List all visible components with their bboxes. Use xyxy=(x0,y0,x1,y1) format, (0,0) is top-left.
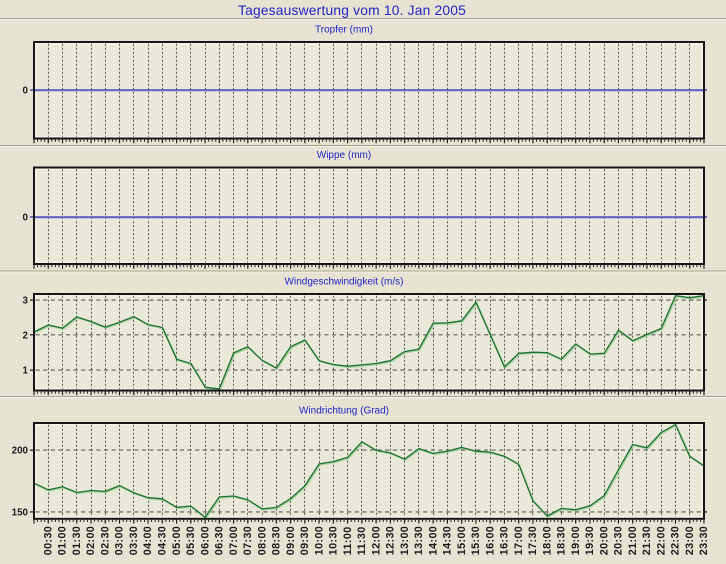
svg-text:19:30: 19:30 xyxy=(584,526,596,555)
svg-text:04:30: 04:30 xyxy=(157,526,169,555)
svg-text:00:30: 00:30 xyxy=(43,526,55,555)
svg-text:06:30: 06:30 xyxy=(214,526,226,555)
svg-text:21:00: 21:00 xyxy=(627,526,639,555)
svg-text:16:30: 16:30 xyxy=(499,526,511,555)
svg-text:10:30: 10:30 xyxy=(328,526,340,555)
svg-text:23:30: 23:30 xyxy=(698,526,710,555)
svg-text:04:00: 04:00 xyxy=(142,526,154,555)
svg-text:3: 3 xyxy=(23,296,29,307)
svg-text:09:30: 09:30 xyxy=(299,526,311,555)
svg-text:Windgeschwindigkeit (m/s): Windgeschwindigkeit (m/s) xyxy=(285,277,404,288)
svg-text:19:00: 19:00 xyxy=(570,526,582,555)
svg-text:07:00: 07:00 xyxy=(228,526,240,555)
svg-text:02:30: 02:30 xyxy=(100,526,112,555)
svg-text:Tagesauswertung vom 10. Jan 20: Tagesauswertung vom 10. Jan 2005 xyxy=(238,3,466,18)
svg-text:15:30: 15:30 xyxy=(470,526,482,555)
svg-text:20:00: 20:00 xyxy=(598,526,610,555)
svg-text:11:30: 11:30 xyxy=(356,526,368,555)
svg-text:1: 1 xyxy=(23,366,29,377)
svg-text:14:00: 14:00 xyxy=(427,526,439,555)
svg-text:2: 2 xyxy=(23,330,29,341)
svg-text:08:30: 08:30 xyxy=(271,526,283,555)
svg-text:17:00: 17:00 xyxy=(513,526,525,555)
svg-text:12:30: 12:30 xyxy=(385,526,397,555)
svg-text:0: 0 xyxy=(23,213,29,224)
svg-text:22:30: 22:30 xyxy=(670,526,682,555)
svg-text:150: 150 xyxy=(12,507,29,518)
svg-text:Wippe (mm): Wippe (mm) xyxy=(317,150,371,161)
svg-text:07:30: 07:30 xyxy=(242,526,254,555)
svg-text:01:30: 01:30 xyxy=(71,526,83,555)
svg-text:14:30: 14:30 xyxy=(442,526,454,555)
svg-text:18:00: 18:00 xyxy=(541,526,553,555)
svg-text:01:00: 01:00 xyxy=(57,526,69,555)
svg-text:21:30: 21:30 xyxy=(641,526,653,555)
svg-text:16:00: 16:00 xyxy=(484,526,496,555)
svg-text:02:00: 02:00 xyxy=(85,526,97,555)
svg-text:23:00: 23:00 xyxy=(684,526,696,555)
svg-text:03:00: 03:00 xyxy=(114,526,126,555)
svg-text:12:00: 12:00 xyxy=(370,526,382,555)
svg-text:200: 200 xyxy=(12,446,29,457)
svg-text:09:00: 09:00 xyxy=(285,526,297,555)
svg-text:22:00: 22:00 xyxy=(655,526,667,555)
svg-text:05:00: 05:00 xyxy=(171,526,183,555)
svg-text:0: 0 xyxy=(23,86,29,97)
svg-text:13:30: 13:30 xyxy=(413,526,425,555)
svg-text:08:00: 08:00 xyxy=(256,526,268,555)
svg-text:20:30: 20:30 xyxy=(613,526,625,555)
svg-text:06:00: 06:00 xyxy=(199,526,211,555)
svg-text:10:00: 10:00 xyxy=(313,526,325,555)
svg-text:13:00: 13:00 xyxy=(399,526,411,555)
svg-text:17:30: 17:30 xyxy=(527,526,539,555)
svg-text:05:30: 05:30 xyxy=(185,526,197,555)
svg-text:11:00: 11:00 xyxy=(342,526,354,555)
svg-text:18:30: 18:30 xyxy=(556,526,568,555)
svg-text:03:30: 03:30 xyxy=(128,526,140,555)
svg-text:Tropfer (mm): Tropfer (mm) xyxy=(315,25,373,36)
svg-text:Windrichtung (Grad): Windrichtung (Grad) xyxy=(299,406,389,417)
svg-text:15:00: 15:00 xyxy=(456,526,468,555)
